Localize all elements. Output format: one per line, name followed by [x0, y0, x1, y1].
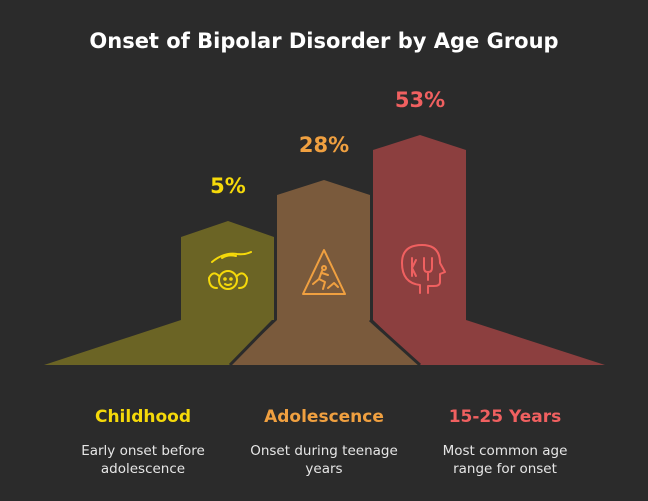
floor-segment [230, 320, 420, 365]
stage-label: Adolescence [264, 407, 384, 427]
stage-description: range for onset [453, 461, 557, 477]
stage-label: 15-25 Years [449, 407, 562, 427]
share-label: 5% [210, 174, 246, 198]
warning-icon [302, 249, 346, 295]
stage-description: Early onset before [81, 443, 205, 459]
title: Onset of Bipolar Disorder by Age Group [89, 29, 558, 53]
child-icon [208, 251, 252, 290]
head-icon [401, 244, 446, 294]
share-label: 28% [299, 133, 349, 157]
floor-segment [44, 320, 274, 365]
stage-label: Childhood [95, 407, 191, 427]
stage-description: adolescence [101, 461, 185, 477]
share-label: 53% [395, 88, 445, 112]
divider [368, 318, 422, 367]
divider [228, 318, 276, 367]
stage-description: years [305, 461, 342, 477]
stage-description: Most common age [443, 443, 568, 459]
floor-segment [373, 320, 605, 365]
stage-description: Onset during teenage [250, 443, 398, 459]
